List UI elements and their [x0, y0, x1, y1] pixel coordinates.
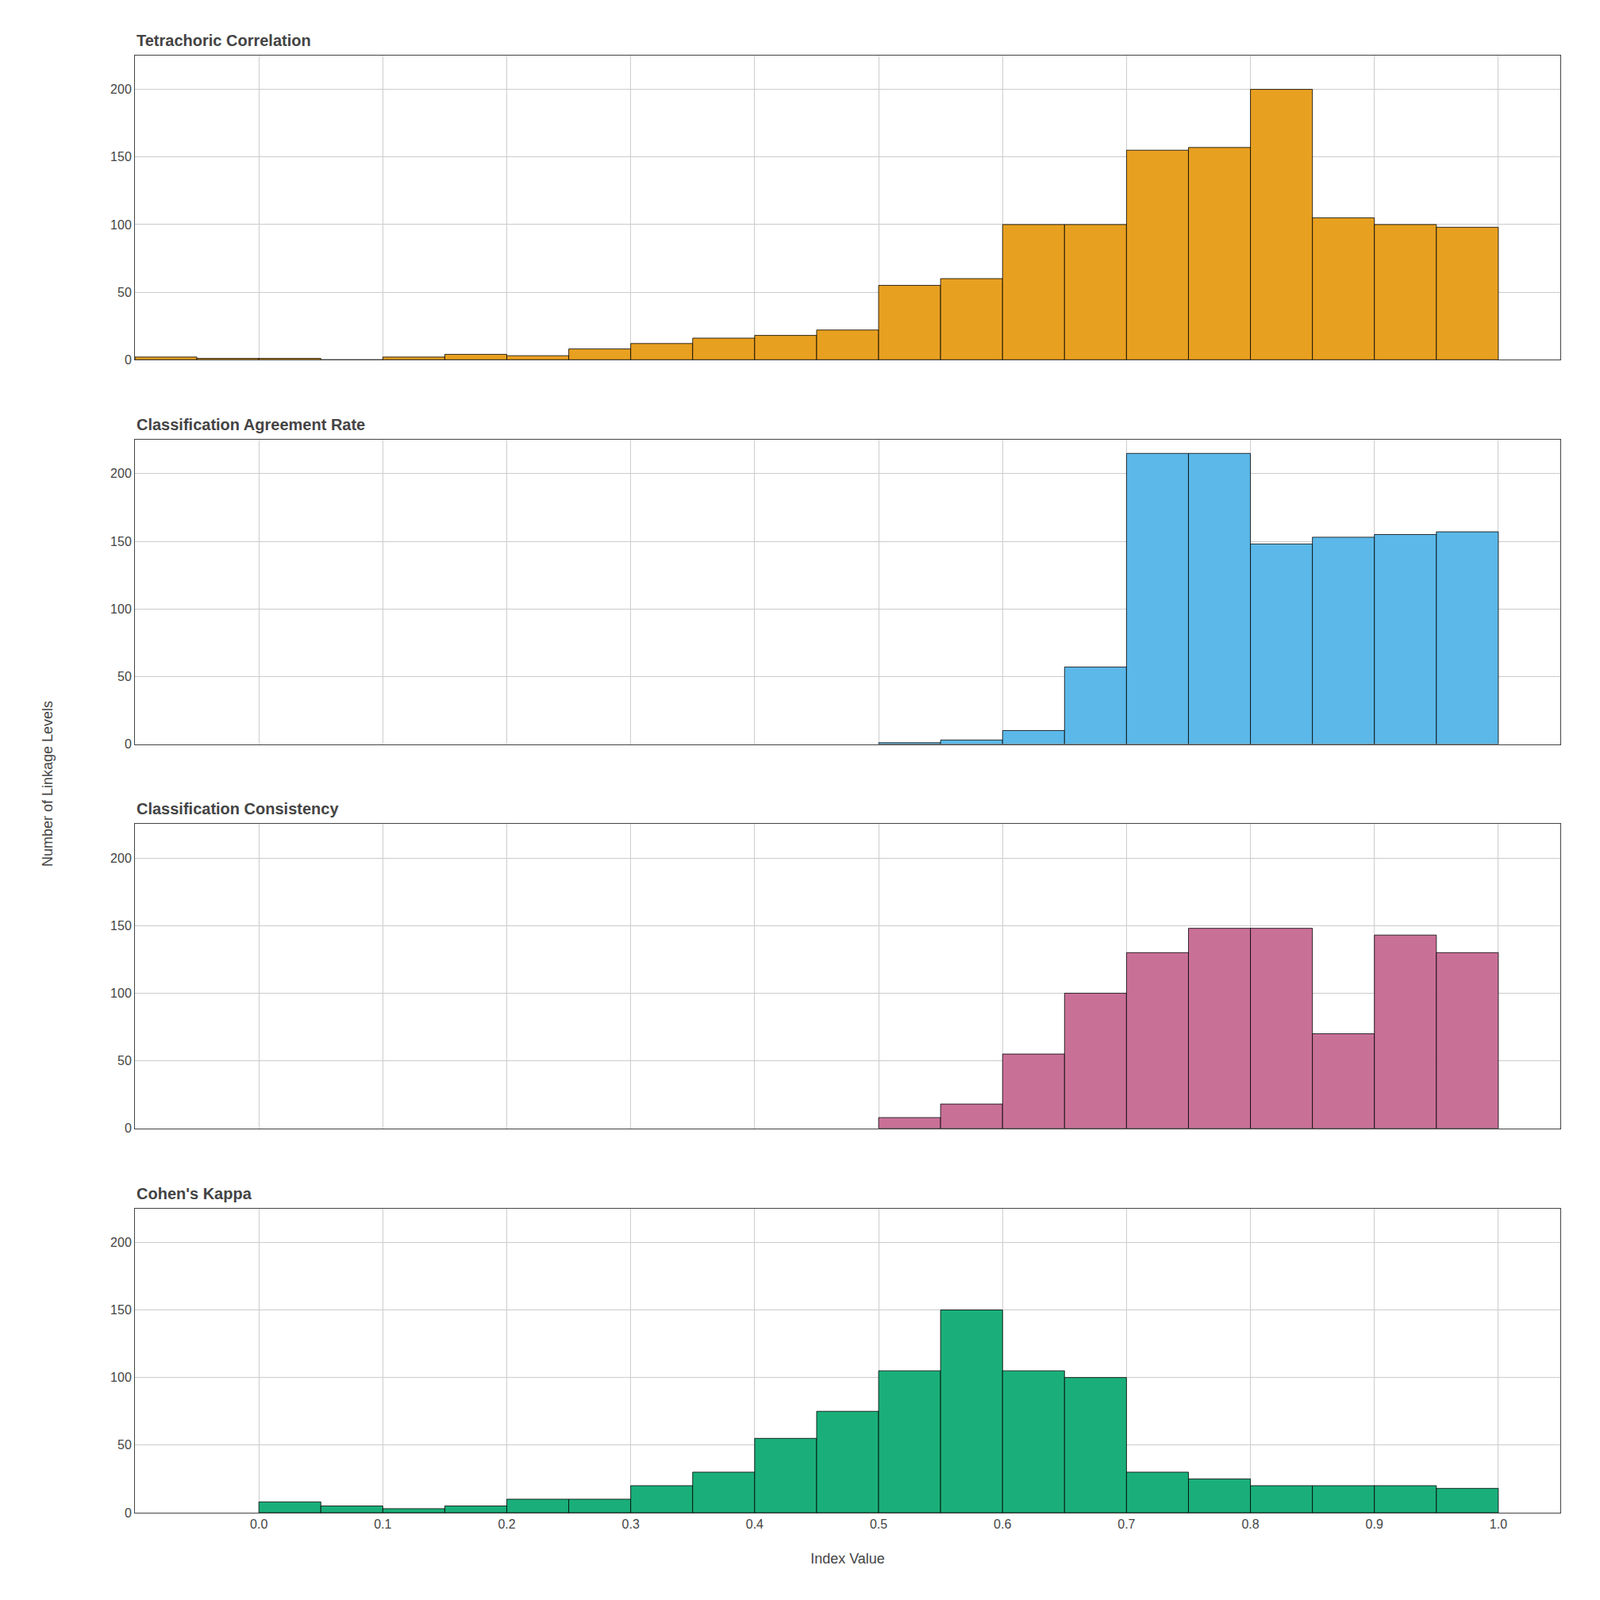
svg-text:Index Value: Index Value	[810, 1550, 885, 1567]
svg-text:Number of Linkage Levels: Number of Linkage Levels	[39, 700, 56, 867]
svg-text:0.3: 0.3	[622, 1517, 640, 1531]
svg-text:50: 50	[117, 1438, 132, 1452]
svg-text:0.6: 0.6	[993, 1517, 1012, 1531]
svg-text:200: 200	[110, 1235, 132, 1250]
svg-text:150: 150	[110, 150, 132, 164]
svg-text:0.8: 0.8	[1241, 1517, 1259, 1531]
svg-text:Tetrachoric Correlation: Tetrachoric Correlation	[136, 31, 312, 50]
svg-text:0.2: 0.2	[497, 1517, 516, 1531]
svg-text:Cohen's Kappa: Cohen's Kappa	[136, 1184, 253, 1203]
svg-text:100: 100	[110, 1370, 132, 1385]
svg-text:50: 50	[117, 1053, 132, 1068]
svg-text:0.4: 0.4	[746, 1517, 764, 1531]
svg-text:0: 0	[124, 737, 132, 751]
svg-text:150: 150	[110, 919, 132, 933]
svg-text:Classification Agreement Rate: Classification Agreement Rate	[136, 415, 366, 434]
svg-text:0.9: 0.9	[1365, 1517, 1384, 1531]
svg-text:100: 100	[110, 602, 132, 616]
svg-text:200: 200	[110, 851, 132, 866]
svg-text:0.1: 0.1	[373, 1517, 392, 1531]
svg-text:Classification Consistency: Classification Consistency	[136, 800, 339, 818]
svg-text:100: 100	[110, 218, 132, 232]
svg-text:0.7: 0.7	[1117, 1517, 1135, 1531]
svg-text:150: 150	[110, 534, 132, 549]
svg-text:0: 0	[124, 1506, 132, 1520]
svg-text:1.0: 1.0	[1489, 1517, 1508, 1531]
svg-text:150: 150	[110, 1303, 132, 1317]
svg-text:0.0: 0.0	[250, 1517, 268, 1531]
svg-text:100: 100	[110, 986, 132, 1000]
svg-text:50: 50	[117, 285, 132, 300]
svg-text:0: 0	[124, 353, 132, 367]
svg-text:200: 200	[110, 82, 132, 97]
svg-text:50: 50	[117, 669, 132, 684]
svg-text:200: 200	[110, 466, 132, 481]
svg-text:0: 0	[124, 1121, 132, 1135]
svg-text:0.5: 0.5	[869, 1517, 888, 1531]
